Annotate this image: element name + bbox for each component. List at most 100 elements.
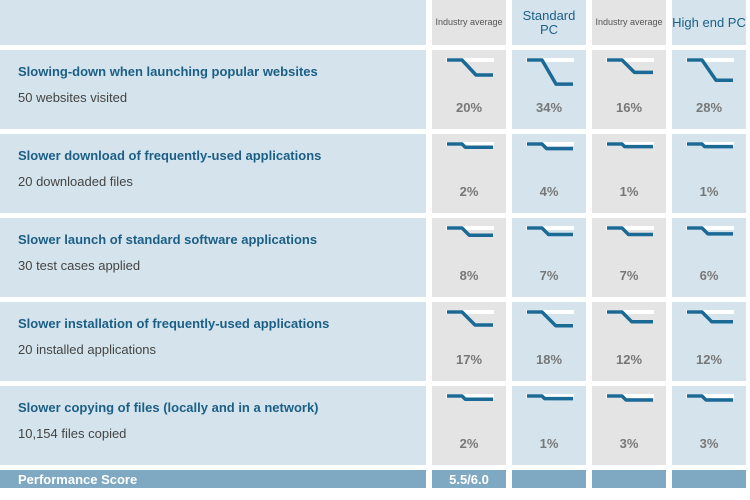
metric-value: 20% (455, 100, 483, 115)
row-subtitle: 10,154 files copied (18, 426, 127, 441)
metric-value: 1% (539, 436, 559, 451)
baseline-bar (606, 310, 654, 314)
slowdown-line (607, 58, 653, 75)
slowdown-line-icon (686, 394, 734, 402)
baseline-bar (686, 310, 734, 314)
column-header-label: Industry average (435, 17, 503, 27)
baseline-bar (686, 226, 734, 230)
metric-value: 3% (699, 436, 719, 451)
metric-cell: 34% (512, 50, 586, 129)
baseline-bar (526, 226, 574, 230)
row-label: Slower launch of standard software appli… (0, 218, 426, 297)
metric-cell: 1% (592, 134, 666, 213)
slowdown-line (607, 142, 653, 149)
slowdown-line-icon (526, 310, 574, 328)
row-subtitle: 30 test cases applied (18, 258, 141, 273)
slowdown-line-icon (446, 226, 494, 237)
baseline-bar (526, 310, 574, 314)
row-title: Slower copying of files (locally and in … (18, 400, 319, 415)
slowdown-line-icon (606, 142, 654, 149)
slowdown-line (447, 58, 493, 77)
slowdown-line (687, 394, 733, 402)
performance-score-value: 5.5/6.0 (432, 470, 506, 488)
row-title: Slower download of frequently-used appli… (18, 148, 322, 163)
slowdown-line (687, 226, 733, 236)
slowdown-line (607, 226, 653, 237)
metric-value: 7% (539, 268, 559, 283)
slowdown-line (447, 394, 493, 402)
column-header-label: Industry average (595, 17, 663, 27)
metric-value: 12% (695, 352, 723, 367)
metric-cell: 6% (672, 218, 746, 297)
row-title: Slower installation of frequently-used a… (18, 316, 330, 331)
baseline-bar (526, 58, 574, 62)
metric-value: 6% (699, 268, 719, 283)
metric-cell: 20% (432, 50, 506, 129)
performance-score-label: Performance Score (0, 470, 426, 488)
slowdown-line-icon (526, 58, 574, 86)
baseline-bar (446, 310, 494, 314)
column-header: Industry average (592, 0, 666, 45)
metric-value: 8% (459, 268, 479, 283)
slowdown-line (447, 142, 493, 150)
metric-value: 18% (535, 352, 563, 367)
row-subtitle: 20 installed applications (18, 342, 157, 357)
metric-value: 34% (535, 100, 563, 115)
header-corner (0, 0, 426, 45)
footer-filler (672, 470, 746, 488)
metric-cell: 1% (672, 134, 746, 213)
baseline-bar (686, 58, 734, 62)
baseline-bar (606, 394, 654, 398)
slowdown-line-icon (606, 310, 654, 324)
slowdown-line-icon (526, 226, 574, 237)
baseline-bar (606, 142, 654, 146)
baseline-bar (526, 394, 574, 398)
metric-value: 7% (619, 268, 639, 283)
metric-value: 17% (455, 352, 483, 367)
slowdown-line-icon (606, 58, 654, 75)
slowdown-line (687, 58, 733, 82)
baseline-bar (606, 58, 654, 62)
metric-value: 16% (615, 100, 643, 115)
metric-cell: 1% (512, 386, 586, 465)
slowdown-line (527, 58, 573, 86)
column-header: Standard PC (512, 0, 586, 45)
baseline-bar (446, 142, 494, 146)
metric-cell: 4% (512, 134, 586, 213)
slowdown-line (527, 142, 573, 151)
row-label: Slower installation of frequently-used a… (0, 302, 426, 381)
metric-cell: 2% (432, 134, 506, 213)
metric-value: 12% (615, 352, 643, 367)
slowdown-line (607, 394, 653, 402)
column-header-label: High end PC (672, 14, 746, 30)
slowdown-line-icon (526, 394, 574, 401)
slowdown-line-icon (606, 226, 654, 237)
metric-cell: 28% (672, 50, 746, 129)
metric-value: 4% (539, 184, 559, 199)
slowdown-line-icon (686, 58, 734, 82)
metric-cell: 7% (512, 218, 586, 297)
slowdown-line-icon (686, 310, 734, 324)
metric-value: 28% (695, 100, 723, 115)
slowdown-line-icon (446, 142, 494, 150)
row-label: Slowing-down when launching popular webs… (0, 50, 426, 129)
row-subtitle: 50 websites visited (18, 90, 128, 105)
slowdown-line (607, 310, 653, 324)
slowdown-line (527, 310, 573, 328)
baseline-bar (446, 226, 494, 230)
slowdown-line-icon (686, 142, 734, 149)
slowdown-line (447, 310, 493, 327)
column-header-label: Standard PC (522, 7, 576, 37)
metric-value: 3% (619, 436, 639, 451)
slowdown-line (687, 310, 733, 324)
row-title: Slowing-down when launching popular webs… (18, 64, 318, 79)
slowdown-line-icon (446, 310, 494, 327)
slowdown-line (687, 142, 733, 149)
metric-cell: 18% (512, 302, 586, 381)
footer-filler (512, 470, 586, 488)
metric-cell: 8% (432, 218, 506, 297)
metric-cell: 3% (592, 386, 666, 465)
slowdown-line-icon (446, 58, 494, 77)
baseline-bar (686, 142, 734, 146)
